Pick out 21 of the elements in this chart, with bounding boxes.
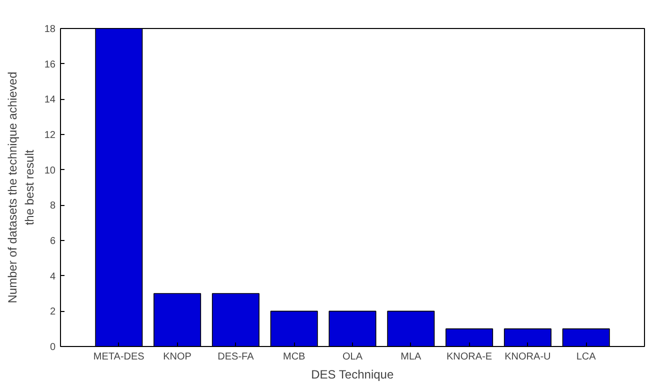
x-tick-label: KNORA-E [446, 352, 492, 362]
x-tick-label: MLA [400, 352, 422, 362]
x-tick-label: KNORA-U [504, 352, 551, 362]
y-tick-label: 2 [50, 306, 56, 318]
x-tick-label: OLA [342, 352, 363, 362]
x-axis-title: DES Technique [311, 368, 394, 382]
x-tick-label: MCB [282, 352, 306, 362]
y-tick-label: 4 [50, 271, 56, 282]
x-tick-label: LCA [576, 352, 596, 362]
y-tick-label: 6 [50, 236, 56, 247]
x-tick-label: META-DES [93, 352, 145, 362]
y-tick-label: 0 [50, 342, 56, 353]
x-tick-label: DES-FA [218, 352, 254, 362]
y-tick-label: 10 [44, 165, 56, 176]
y-tick-label: 8 [50, 200, 56, 212]
y-axis-title: Number of datasets the technique achieved the best result [6, 72, 36, 304]
y-tick-label: 12 [44, 130, 56, 141]
y-tick-label: 16 [44, 59, 56, 70]
y-tick-label: 14 [44, 94, 56, 106]
y-tick-label: 18 [44, 24, 56, 35]
x-tick-label: KNOP [163, 352, 192, 362]
